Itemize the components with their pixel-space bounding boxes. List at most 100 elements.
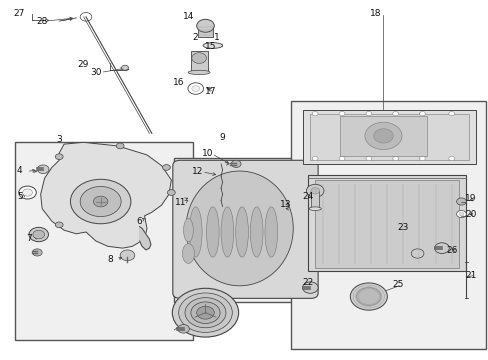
Circle shape [80,13,92,21]
Circle shape [187,83,203,94]
Circle shape [116,143,124,149]
Circle shape [392,156,398,161]
Circle shape [22,189,32,196]
Circle shape [365,112,371,116]
Text: 15: 15 [204,42,216,51]
Ellipse shape [185,171,293,286]
Circle shape [196,19,214,32]
Bar [311,191,319,207]
FancyBboxPatch shape [172,160,318,298]
Ellipse shape [189,207,202,257]
Circle shape [364,122,401,149]
Circle shape [191,86,199,91]
Text: 30: 30 [90,68,101,77]
Text: 27: 27 [13,9,24,18]
Circle shape [93,196,108,207]
Text: 26: 26 [445,246,456,255]
Ellipse shape [235,207,248,257]
Text: 21: 21 [465,271,476,280]
Circle shape [55,154,63,159]
Circle shape [306,184,324,197]
Circle shape [365,156,371,161]
Text: 17: 17 [204,86,216,95]
Text: 29: 29 [78,60,89,69]
Bar [198,25,212,37]
Text: 16: 16 [172,78,184,87]
Circle shape [82,14,90,20]
Circle shape [122,65,128,70]
Circle shape [33,230,44,239]
Ellipse shape [221,207,233,257]
Bar [15,142,193,339]
Bar [310,114,468,160]
Text: 9: 9 [219,133,224,142]
Text: 13: 13 [280,199,291,208]
Circle shape [184,298,225,328]
Ellipse shape [183,219,193,242]
Text: 8: 8 [107,255,113,264]
Circle shape [162,165,170,170]
Text: 22: 22 [302,278,313,287]
Ellipse shape [264,207,277,257]
Circle shape [373,129,392,143]
Circle shape [456,211,466,218]
Bar [173,158,320,302]
Text: 6: 6 [136,217,142,226]
Text: 12: 12 [192,167,203,176]
Circle shape [172,288,238,337]
Circle shape [29,227,48,242]
Circle shape [310,188,319,194]
Text: 28: 28 [36,17,47,26]
Bar [307,175,466,271]
Ellipse shape [206,207,219,257]
Ellipse shape [308,207,321,211]
Circle shape [302,282,318,293]
Circle shape [231,160,241,167]
Circle shape [434,243,448,253]
Circle shape [190,302,220,323]
Text: 10: 10 [202,149,213,158]
Circle shape [312,112,318,116]
Circle shape [37,165,49,174]
Bar [303,110,475,164]
Circle shape [338,156,344,161]
Polygon shape [140,226,151,250]
Text: 20: 20 [465,210,476,219]
Circle shape [55,222,63,228]
Circle shape [19,186,36,199]
Circle shape [419,112,425,116]
Ellipse shape [188,70,210,75]
Circle shape [312,156,318,161]
Text: 25: 25 [391,280,403,289]
Circle shape [458,212,463,216]
Text: 7: 7 [26,234,32,243]
Ellipse shape [203,42,222,48]
Text: 5: 5 [17,192,22,201]
Circle shape [120,250,135,261]
Circle shape [178,293,232,332]
Circle shape [392,112,398,116]
Circle shape [196,306,214,319]
Circle shape [70,179,131,224]
Ellipse shape [182,244,194,264]
Bar [339,116,427,156]
Text: 24: 24 [302,192,313,201]
Circle shape [349,283,386,310]
Text: 14: 14 [182,12,194,21]
Ellipse shape [250,207,263,257]
Circle shape [356,288,380,306]
Text: 4: 4 [17,166,22,175]
PathPatch shape [41,142,171,248]
Text: 19: 19 [465,194,476,203]
Bar [190,51,207,72]
Circle shape [167,190,175,195]
Circle shape [410,249,423,258]
Bar [315,180,458,268]
Text: 2: 2 [192,33,198,42]
Circle shape [80,186,121,217]
Text: 11: 11 [175,198,186,207]
Circle shape [456,198,466,205]
Circle shape [338,112,344,116]
Bar [290,101,485,348]
Circle shape [448,156,454,161]
